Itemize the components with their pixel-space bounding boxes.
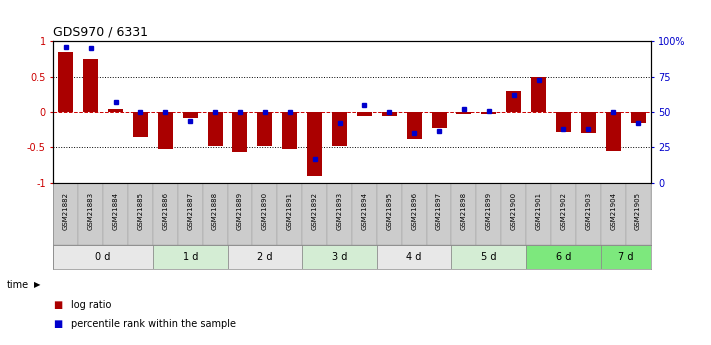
Text: ■: ■: [53, 300, 63, 310]
Text: GSM21884: GSM21884: [112, 192, 119, 230]
Text: percentile rank within the sample: percentile rank within the sample: [71, 319, 236, 329]
Text: GSM21902: GSM21902: [560, 192, 567, 230]
Text: GSM21901: GSM21901: [535, 192, 542, 230]
Text: ▶: ▶: [34, 280, 41, 289]
Bar: [83, 59, 98, 112]
Text: GSM21891: GSM21891: [287, 192, 293, 230]
Text: GSM21890: GSM21890: [262, 192, 268, 230]
Bar: [432, 112, 447, 128]
Text: GSM21889: GSM21889: [237, 192, 243, 230]
Bar: [626, 183, 651, 245]
Bar: [606, 112, 621, 151]
Bar: [252, 183, 277, 245]
Bar: [183, 112, 198, 118]
Bar: [357, 112, 372, 116]
Text: 0 d: 0 d: [95, 252, 111, 262]
Bar: [78, 183, 103, 245]
Text: 1 d: 1 d: [183, 252, 198, 262]
Bar: [208, 112, 223, 146]
Bar: [601, 183, 626, 245]
Bar: [481, 112, 496, 114]
Bar: [58, 52, 73, 112]
Text: GSM21895: GSM21895: [386, 192, 392, 230]
Bar: [228, 245, 302, 269]
Text: 7 d: 7 d: [618, 252, 634, 262]
Text: GSM21888: GSM21888: [212, 192, 218, 230]
Bar: [203, 183, 228, 245]
Bar: [302, 245, 377, 269]
Bar: [108, 109, 123, 112]
Text: GSM21897: GSM21897: [436, 192, 442, 230]
Text: 4 d: 4 d: [407, 252, 422, 262]
Bar: [476, 183, 501, 245]
Bar: [551, 183, 576, 245]
Text: GSM21905: GSM21905: [635, 192, 641, 230]
Bar: [451, 183, 476, 245]
Text: GDS970 / 6331: GDS970 / 6331: [53, 26, 149, 39]
Bar: [133, 112, 148, 137]
Text: GSM21882: GSM21882: [63, 192, 69, 230]
Text: 6 d: 6 d: [556, 252, 571, 262]
Text: ■: ■: [53, 319, 63, 329]
Bar: [631, 112, 646, 123]
Bar: [556, 112, 571, 132]
Text: GSM21887: GSM21887: [187, 192, 193, 230]
Text: GSM21894: GSM21894: [361, 192, 368, 230]
Text: time: time: [7, 280, 29, 289]
Bar: [402, 183, 427, 245]
Text: GSM21903: GSM21903: [585, 192, 592, 230]
Bar: [581, 112, 596, 133]
Bar: [601, 245, 651, 269]
Bar: [526, 245, 601, 269]
Text: GSM21892: GSM21892: [311, 192, 318, 230]
Text: GSM21896: GSM21896: [411, 192, 417, 230]
Bar: [451, 245, 526, 269]
Bar: [153, 245, 228, 269]
Bar: [352, 183, 377, 245]
Text: log ratio: log ratio: [71, 300, 112, 310]
Bar: [427, 183, 451, 245]
Text: GSM21898: GSM21898: [461, 192, 467, 230]
Text: GSM21886: GSM21886: [162, 192, 169, 230]
Bar: [53, 183, 78, 245]
Bar: [128, 183, 153, 245]
Bar: [232, 112, 247, 152]
Bar: [332, 112, 347, 146]
Bar: [377, 183, 402, 245]
Bar: [531, 77, 546, 112]
Text: 2 d: 2 d: [257, 252, 272, 262]
Text: GSM21885: GSM21885: [137, 192, 144, 230]
Bar: [407, 112, 422, 139]
Text: 3 d: 3 d: [332, 252, 347, 262]
Bar: [302, 183, 327, 245]
Bar: [282, 112, 297, 149]
Bar: [307, 112, 322, 176]
Bar: [53, 245, 153, 269]
Text: GSM21904: GSM21904: [610, 192, 616, 230]
Bar: [456, 112, 471, 114]
Bar: [382, 112, 397, 116]
Bar: [377, 245, 451, 269]
Bar: [576, 183, 601, 245]
Bar: [526, 183, 551, 245]
Text: GSM21900: GSM21900: [510, 192, 517, 230]
Bar: [178, 183, 203, 245]
Text: GSM21899: GSM21899: [486, 192, 492, 230]
Bar: [327, 183, 352, 245]
Bar: [158, 112, 173, 149]
Bar: [277, 183, 302, 245]
Bar: [257, 112, 272, 146]
Text: GSM21893: GSM21893: [336, 192, 343, 230]
Bar: [228, 183, 252, 245]
Bar: [506, 91, 521, 112]
Bar: [103, 183, 128, 245]
Bar: [501, 183, 526, 245]
Bar: [153, 183, 178, 245]
Text: GSM21883: GSM21883: [87, 192, 94, 230]
Text: 5 d: 5 d: [481, 252, 496, 262]
